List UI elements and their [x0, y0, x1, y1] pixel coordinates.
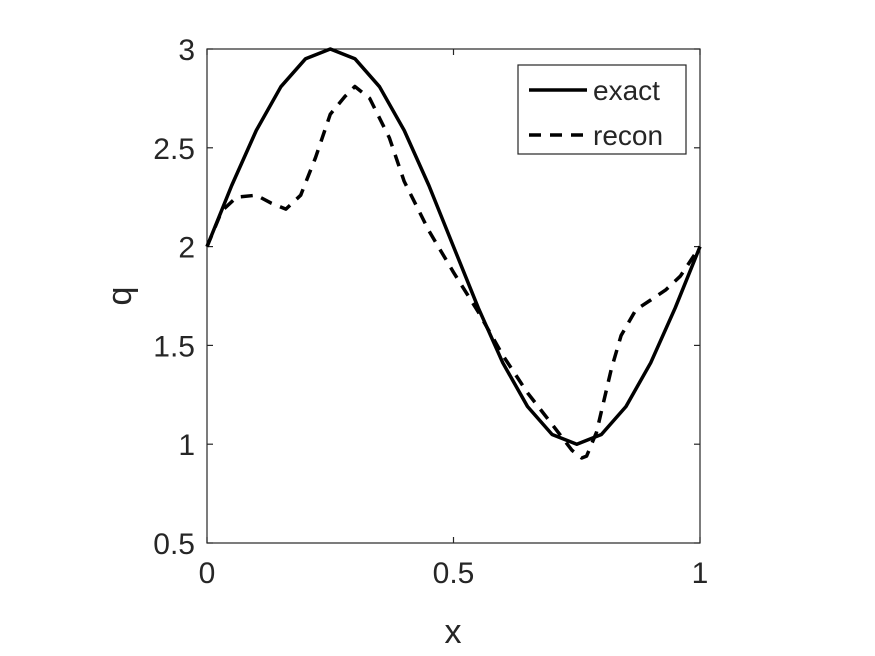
legend-label-recon: recon — [593, 120, 663, 151]
x-axis-label: x — [445, 613, 462, 651]
x-tick-label: 1 — [692, 557, 709, 590]
series-line-recon — [205, 84, 702, 460]
y-tick-label: 0.5 — [153, 528, 195, 561]
x-tick-label: 0 — [199, 557, 216, 590]
legend: exact recon — [517, 64, 687, 155]
x-tick-label: 0.5 — [433, 557, 475, 590]
legend-box — [517, 64, 687, 155]
y-axis-label: q — [101, 287, 139, 306]
series-line-exact — [205, 47, 702, 446]
y-tick-label: 2 — [178, 232, 195, 265]
y-tick-label: 3 — [178, 34, 195, 67]
legend-label-exact: exact — [593, 75, 660, 106]
y-tick-label: 1 — [178, 429, 195, 462]
y-tick-label: 1.5 — [153, 330, 195, 363]
y-tick-label: 2.5 — [153, 133, 195, 166]
